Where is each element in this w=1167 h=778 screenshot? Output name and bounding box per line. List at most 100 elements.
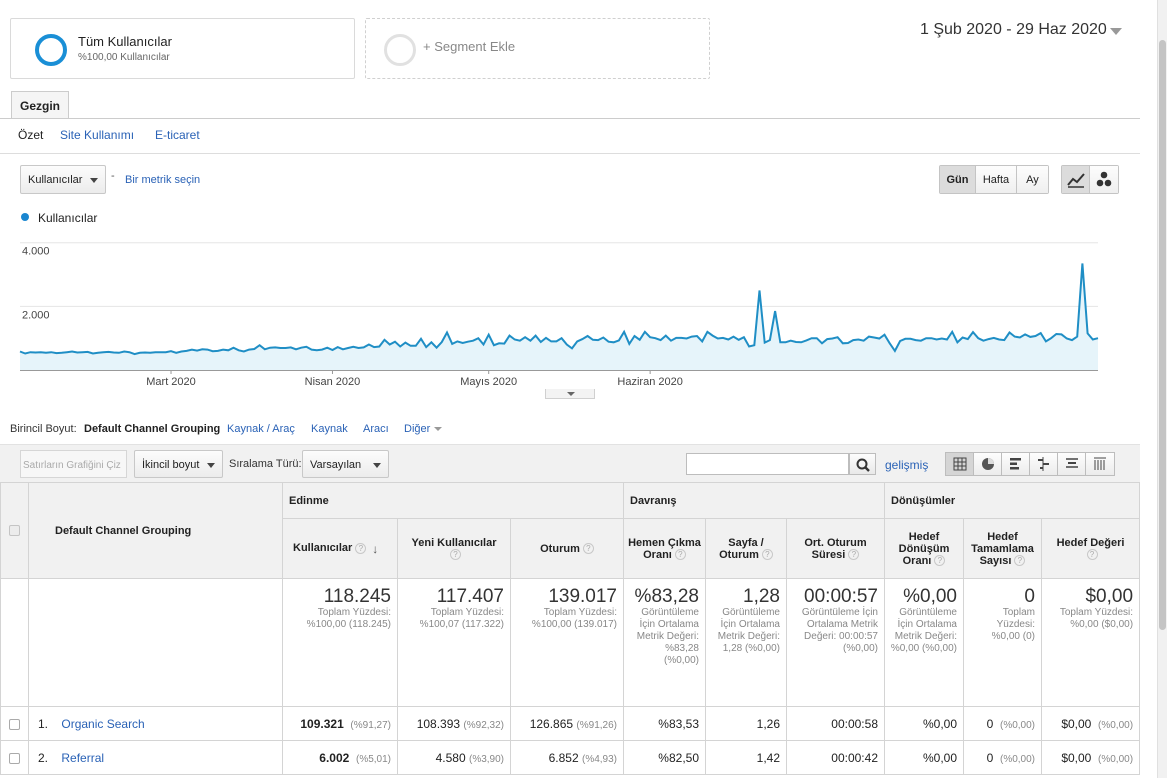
search-button[interactable]	[849, 453, 876, 475]
table-search-input[interactable]	[686, 453, 849, 475]
select-all-checkbox[interactable]	[9, 525, 20, 537]
col-completions-label: Hedef Tamamlama Sayısı	[971, 530, 1034, 567]
x-tick-label: Haziran 2020	[617, 376, 682, 388]
secondary-dimension-select[interactable]: İkincil boyut	[134, 450, 223, 478]
caret-down-icon[interactable]	[1110, 28, 1122, 35]
col-header-avg-session-duration[interactable]: Ort. Oturum Süresi?	[786, 518, 885, 579]
dimension-source-medium[interactable]: Kaynak / Araç	[227, 423, 295, 435]
add-segment-label: + Segment Ekle	[423, 39, 516, 54]
row-channel-link[interactable]: Referral	[61, 750, 105, 765]
help-icon[interactable]: ?	[1014, 555, 1026, 567]
row-sessions: 126.865	[529, 716, 574, 731]
sort-type-value: Varsayılan	[310, 459, 362, 471]
date-range-picker[interactable]: 1 Şub 2020 - 29 Haz 2020	[920, 21, 1107, 38]
x-tick-label: Mayıs 2020	[460, 376, 517, 388]
granularity-toggle: Gün Hafta Ay	[939, 165, 1049, 194]
legend-dot	[21, 213, 29, 221]
row-checkbox-cell	[0, 706, 29, 741]
col-header-users[interactable]: Kullanıcılar? ↓	[282, 518, 398, 579]
subtab-ecommerce[interactable]: E-ticaret	[155, 128, 200, 142]
row-pages-per-session: 1,26	[705, 706, 787, 741]
pivot-icon[interactable]	[1086, 453, 1114, 475]
col-header-bounce-rate[interactable]: Hemen Çıkma Oranı?	[623, 518, 706, 579]
col-header-goal-conversion-rate[interactable]: Hedef Dönüşüm Oranı?	[884, 518, 964, 579]
row-completions-pct: (%0,00)	[999, 719, 1035, 731]
performance-icon[interactable]	[1002, 453, 1030, 475]
help-icon[interactable]: ?	[582, 543, 594, 555]
row-bounce-rate: %82,50	[623, 740, 706, 775]
row-channel-link[interactable]: Organic Search	[61, 716, 145, 731]
col-bounce-label: Hemen Çıkma Oranı	[628, 536, 701, 561]
total-users-sub: Toplam Yüzdesi: %100,00 (118.245)	[306, 607, 391, 630]
segment-title: Tüm Kullanıcılar	[78, 34, 172, 49]
help-icon[interactable]: ?	[450, 549, 461, 561]
granularity-week-button[interactable]: Hafta	[976, 166, 1017, 193]
group-header-behavior: Davranış	[623, 482, 885, 519]
help-icon[interactable]: ?	[355, 543, 367, 555]
row-completions-pct: (%0,00)	[999, 753, 1035, 765]
row-checkbox[interactable]	[9, 752, 20, 764]
col-new-users-label: Yeni Kullanıcılar	[411, 536, 497, 549]
dimension-medium[interactable]: Aracı	[363, 423, 389, 435]
chart-expander-toggle[interactable]	[545, 389, 595, 399]
sort-type-select[interactable]: Varsayılan	[302, 450, 389, 478]
help-icon[interactable]: ?	[761, 549, 773, 561]
granularity-day-button[interactable]: Gün	[940, 166, 976, 193]
advanced-filter-link[interactable]: gelişmiş	[885, 458, 929, 472]
help-icon[interactable]: ?	[848, 549, 860, 561]
series-line	[19, 263, 1099, 356]
total-sessions: 139.017 Toplam Yüzdesi: %100,00 (139.017)	[510, 578, 624, 707]
data-table-icon[interactable]	[946, 453, 974, 475]
tab-explorer[interactable]: Gezgin	[11, 91, 69, 119]
col-duration-label: Ort. Oturum Süresi	[804, 536, 867, 561]
table-group-header: Default Channel Grouping Edinme Davranış…	[0, 482, 1141, 579]
help-icon[interactable]: ?	[1086, 549, 1098, 561]
subtab-site-usage[interactable]: Site Kullanımı	[60, 128, 135, 142]
total-goal-value: $0,00 Toplam Yüzdesi: %0,00 ($0,00)	[1040, 578, 1141, 707]
total-users-value: 118.245	[323, 586, 391, 607]
row-goal-value-pct: (%0,00)	[1098, 719, 1134, 731]
totals-row: 118.245 Toplam Yüzdesi: %100,00 (118.245)…	[0, 578, 1141, 707]
pie-chart-icon[interactable]	[974, 453, 1002, 475]
row-goal-value-cell: $0,00 (%0,00)	[1040, 740, 1141, 775]
metric-separator: -	[111, 170, 115, 182]
comparison-icon[interactable]	[1030, 453, 1058, 475]
line-chart-icon[interactable]	[1062, 166, 1090, 193]
caret-down-icon	[434, 427, 443, 432]
term-cloud-icon[interactable]	[1058, 453, 1086, 475]
granularity-month-button[interactable]: Ay	[1017, 166, 1048, 193]
row-new-users-cell: 4.580 (%3,90)	[397, 740, 511, 775]
row-completions-cell: 0 (%0,00)	[963, 740, 1042, 775]
total-goal-value-sub: Toplam Yüzdesi: %0,00 ($0,00)	[1059, 607, 1134, 630]
help-icon[interactable]: ?	[674, 549, 686, 561]
col-header-goal-value[interactable]: Hedef Değeri?	[1040, 518, 1141, 579]
segment-all-users[interactable]: Tüm Kullanıcılar %100,00 Kullanıcılar	[10, 18, 355, 79]
row-sessions-pct: (%91,26)	[576, 719, 617, 731]
vertical-scrollbar-thumb[interactable]	[1159, 40, 1166, 630]
row-checkbox[interactable]	[9, 718, 20, 730]
table-view-toggle	[945, 452, 1115, 476]
dimension-header[interactable]: Default Channel Grouping	[28, 482, 283, 579]
total-new-users-value: 117.407	[436, 586, 504, 607]
metric-select[interactable]: Kullanıcılar	[20, 165, 106, 194]
plot-rows-button[interactable]: Satırların Grafiğini Çiz	[20, 450, 127, 478]
subtab-summary[interactable]: Özet	[18, 128, 44, 142]
dimension-source[interactable]: Kaynak	[311, 423, 348, 435]
col-header-sessions[interactable]: Oturum?	[510, 518, 624, 579]
motion-chart-icon[interactable]	[1090, 166, 1118, 193]
metric-select-value: Kullanıcılar	[28, 174, 83, 186]
segment-ring-icon	[35, 34, 67, 66]
tab-divider	[0, 118, 1140, 119]
col-header-new-users[interactable]: Yeni Kullanıcılar?	[397, 518, 511, 579]
total-avg-duration: 00:00:57 Görüntüleme İçin Ortalama Metrik…	[786, 578, 885, 707]
col-header-goal-completions[interactable]: Hedef Tamamlama Sayısı?	[963, 518, 1042, 579]
row-completions-cell: 0 (%0,00)	[963, 706, 1042, 741]
caret-down-icon	[567, 392, 575, 396]
add-segment-button[interactable]: + Segment Ekle	[365, 18, 710, 79]
second-metric-link[interactable]: Bir metrik seçin	[125, 174, 201, 186]
dimension-other[interactable]: Diğer	[404, 423, 443, 435]
col-header-pages-per-session[interactable]: Sayfa / Oturum?	[705, 518, 787, 579]
help-icon[interactable]: ?	[934, 555, 946, 567]
total-conv-rate-value: %0,00	[903, 586, 957, 607]
row-bounce-rate: %83,53	[623, 706, 706, 741]
